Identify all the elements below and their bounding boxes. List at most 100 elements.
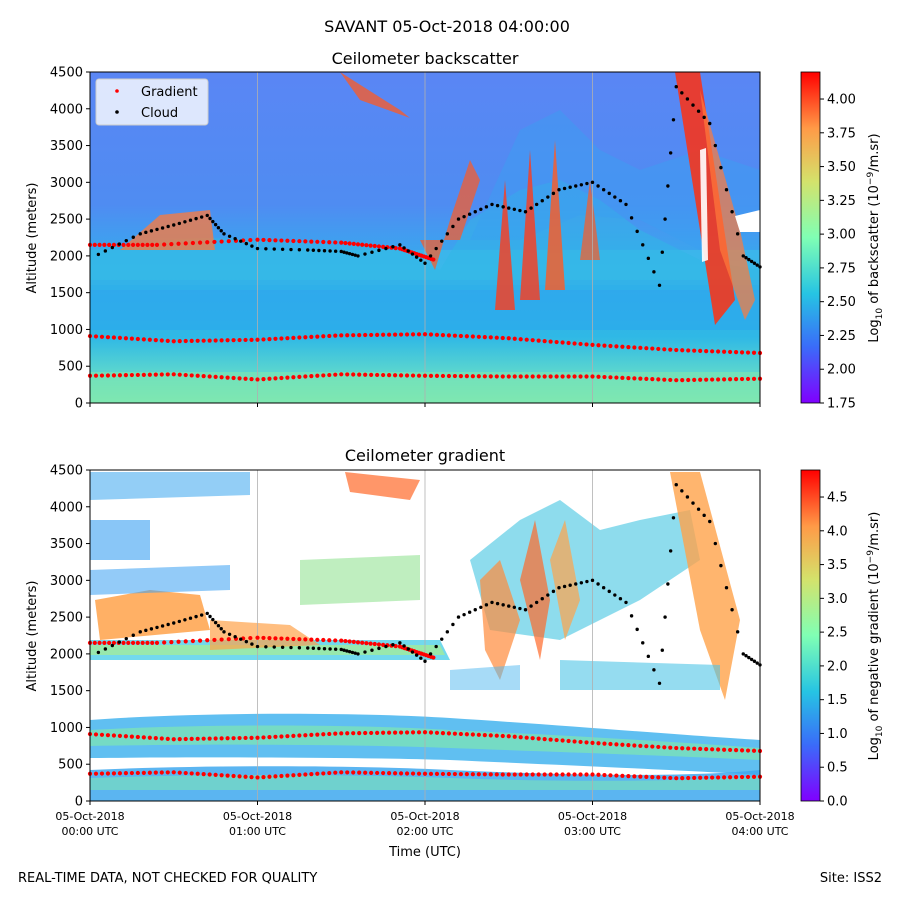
gradient-point — [542, 374, 547, 379]
gradient-point — [363, 332, 368, 338]
cloud-point — [456, 615, 461, 619]
colorbar-tick-label: 4.00 — [827, 93, 856, 108]
xtick-label: 00:00 UTC — [61, 825, 118, 838]
gradient-point — [464, 732, 469, 737]
gradient-point — [351, 639, 356, 645]
gradient-point — [745, 376, 751, 382]
gradient-point — [363, 730, 368, 736]
gradient-point — [751, 748, 757, 753]
gradient-point — [560, 374, 565, 379]
cloud-point — [546, 593, 550, 597]
gradient-point — [327, 372, 332, 378]
gradient-point — [602, 741, 607, 746]
gradient-point — [458, 771, 463, 777]
gradient-point — [102, 242, 107, 247]
ytick-label: 1000 — [50, 721, 83, 736]
cloud-point — [685, 495, 690, 499]
gradient-point — [698, 746, 703, 751]
gradient-point — [716, 747, 721, 752]
colorbar-backscatter: 1.75 2.00 2.25 2.50 2.75 3.00 3.25 3.50 3.75 4.00… — [800, 71, 885, 412]
colorbar-ticks-bottom: 0.0 0.5 1.0 1.5 2.0 2.5 3.0 3.5 4.0 4.5 — [820, 491, 848, 810]
cloud-point — [568, 583, 572, 587]
ytick-label: 3000 — [50, 176, 83, 191]
gradient-point — [620, 375, 625, 380]
gradient-point — [297, 637, 302, 642]
gradient-point — [428, 730, 434, 735]
gradient-point — [249, 774, 254, 780]
gradient-point — [273, 734, 278, 739]
gradient-point — [428, 332, 434, 337]
gradient-point — [554, 339, 559, 345]
ytick-label: 500 — [58, 360, 83, 375]
gradient-point — [739, 350, 745, 355]
cloud-point — [663, 615, 667, 619]
cloud-point — [440, 637, 444, 641]
gradient-point — [129, 734, 134, 739]
gradient-point — [111, 640, 117, 645]
gradient-point — [105, 373, 111, 378]
gradient-point — [620, 773, 625, 778]
cloud-point — [434, 246, 438, 251]
gradient-point — [745, 350, 751, 355]
gradient-point — [614, 742, 619, 747]
cloud-point — [540, 597, 544, 601]
gradient-point — [662, 347, 667, 352]
cloud-point — [239, 637, 243, 641]
gradient-point — [153, 338, 158, 343]
cloud-point — [755, 263, 759, 267]
gradient-point — [626, 773, 631, 779]
gradient-point — [608, 773, 613, 778]
gradient-point — [99, 373, 105, 378]
cloud-point — [289, 645, 293, 650]
cloud-point — [490, 600, 494, 605]
gradient-point — [398, 373, 404, 378]
gradient-point — [722, 747, 727, 752]
cloud-point — [250, 244, 254, 248]
cloud-point — [131, 633, 135, 637]
gradient-point — [162, 640, 167, 645]
gradient-point — [165, 736, 170, 741]
gradient-point — [512, 734, 517, 739]
gradient-point — [674, 776, 679, 781]
cloud-point — [356, 652, 360, 656]
gradient-point — [398, 771, 404, 776]
gradient-point — [650, 377, 655, 382]
cloud-point — [144, 230, 148, 235]
gradient-point — [117, 771, 123, 776]
cloud-point — [671, 516, 676, 520]
gradient-point — [518, 337, 523, 342]
cloud-point — [590, 578, 595, 583]
gradient-point — [190, 240, 195, 246]
gradient-point — [225, 375, 230, 380]
gradient-point — [710, 747, 715, 752]
cloud-point — [384, 246, 388, 251]
colorbar-tick-label: 1.75 — [827, 397, 856, 412]
gradient-point — [345, 372, 350, 377]
gradient-point — [339, 638, 344, 643]
gradient-point — [536, 736, 541, 741]
xtick-label: 05-Oct-2018 — [390, 810, 459, 823]
gradient-point — [458, 373, 463, 379]
gradient-point — [476, 334, 481, 339]
gradient-point — [431, 655, 436, 660]
gradient-point — [291, 636, 296, 642]
gradient-point — [410, 730, 416, 735]
gradient-point — [662, 745, 667, 750]
gradient-point — [279, 636, 284, 641]
gradient-point — [190, 638, 195, 644]
gradient-point — [727, 349, 733, 355]
cloud-point — [646, 654, 651, 659]
cloud-point — [551, 191, 556, 196]
cloud-point — [370, 250, 374, 254]
gradient-point — [590, 374, 595, 379]
gradient-point — [404, 373, 410, 378]
ytick-label: 2500 — [50, 213, 83, 228]
gradient-point — [488, 374, 493, 379]
cloud-point — [363, 252, 367, 256]
cloud-point — [501, 205, 505, 209]
gradient-point — [261, 635, 266, 641]
cloud-point — [199, 613, 204, 617]
gradient-point — [727, 377, 733, 382]
gradient-point — [488, 335, 493, 340]
cloud-point — [333, 249, 338, 253]
